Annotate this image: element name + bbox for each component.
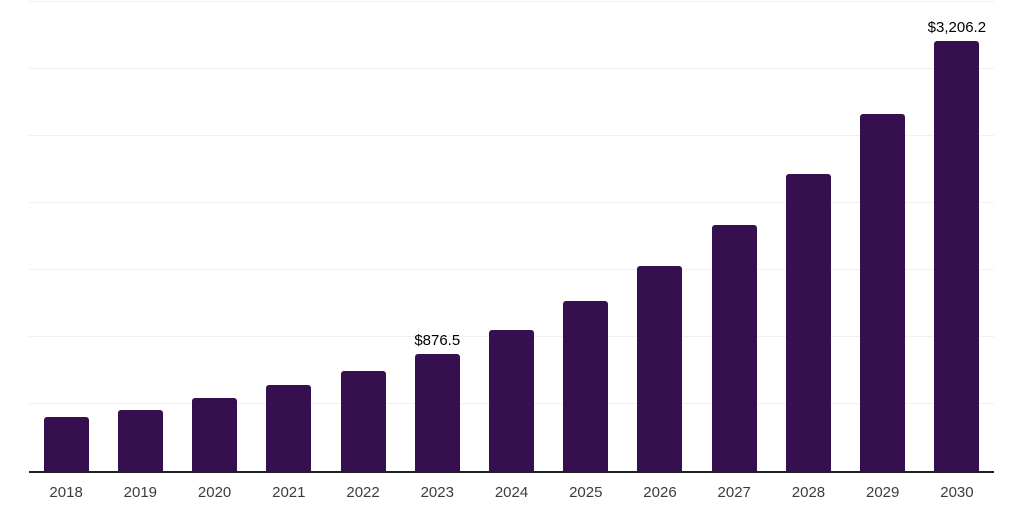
x-label-2030: 2030 (940, 484, 974, 501)
gridline-1500 (29, 269, 994, 270)
bar-2021 (266, 384, 312, 471)
gridline-2500 (29, 135, 994, 136)
x-label-2028: 2028 (791, 484, 826, 501)
bar-2020 (192, 397, 238, 471)
x-label-2022: 2022 (346, 484, 380, 501)
x-label-2019: 2019 (123, 484, 158, 501)
bar-2026 (637, 266, 683, 471)
data-label-2030: $3,206.2 (927, 19, 987, 37)
bar-2022 (340, 370, 386, 471)
x-axis-labels: 2018 2019 2020 2021 2022 2023 2024 2025 2026 2027… (29, 484, 994, 501)
bar-2023 (414, 353, 460, 471)
gridline-3000 (29, 68, 994, 69)
bar-2029 (860, 114, 906, 471)
x-label-2026: 2026 (643, 484, 677, 501)
x-label-2021: 2021 (272, 484, 306, 501)
bar-2028 (785, 174, 831, 471)
bar-2019 (117, 410, 163, 471)
x-label-2024: 2024 (494, 484, 529, 501)
x-label-2027: 2027 (717, 484, 751, 501)
x-label-2018: 2018 (49, 484, 83, 501)
plot-area: $876.5 $3,206.2 (29, 1, 994, 473)
gridline-2000 (29, 202, 994, 203)
gridline-3500 (29, 1, 994, 2)
x-label-2029: 2029 (866, 484, 900, 501)
x-label-2023: 2023 (420, 484, 454, 501)
x-axis-line (29, 471, 994, 473)
bar-2027 (711, 224, 757, 471)
bar-2018 (43, 417, 89, 471)
x-label-2020: 2020 (197, 484, 232, 501)
bar-2030 (934, 41, 980, 471)
bar-2024 (489, 329, 534, 471)
bar-2025 (563, 300, 609, 471)
data-label-2023: $876.5 (414, 331, 461, 349)
x-label-2025: 2025 (569, 484, 603, 501)
